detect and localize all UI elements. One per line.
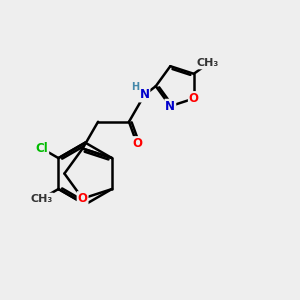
Text: CH₃: CH₃ [197,58,219,68]
Text: H: H [131,82,140,92]
Text: N: N [140,88,149,101]
Text: O: O [78,192,88,205]
Text: N: N [165,100,175,113]
Text: CH₃: CH₃ [31,194,53,204]
Text: O: O [189,92,199,105]
Text: O: O [132,137,142,150]
Text: Cl: Cl [35,142,48,155]
